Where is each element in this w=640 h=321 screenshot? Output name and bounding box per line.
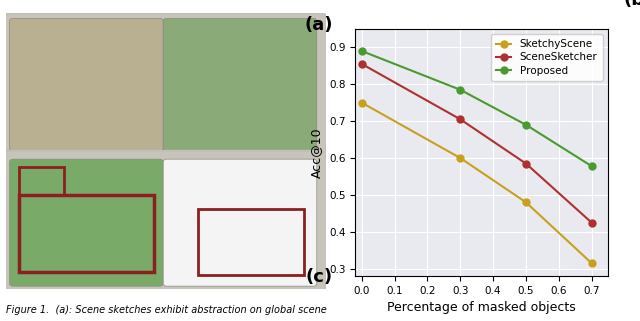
Proposed <box>456 88 464 92</box>
SceneSketcher <box>456 117 464 121</box>
FancyBboxPatch shape <box>3 13 326 156</box>
SketchyScene <box>358 101 365 105</box>
Legend: SketchyScene, SceneSketcher, Proposed: SketchyScene, SceneSketcher, Proposed <box>491 34 603 81</box>
SceneSketcher <box>358 62 365 66</box>
SceneSketcher <box>588 221 595 224</box>
Proposed <box>522 123 530 127</box>
FancyBboxPatch shape <box>163 18 317 151</box>
SketchyScene <box>522 200 530 204</box>
Proposed <box>358 49 365 53</box>
Y-axis label: Acc@10: Acc@10 <box>310 127 323 178</box>
Line: Proposed: Proposed <box>358 48 595 169</box>
FancyBboxPatch shape <box>10 159 163 286</box>
FancyBboxPatch shape <box>10 18 163 151</box>
SketchyScene <box>588 261 595 265</box>
Text: (a): (a) <box>304 16 333 34</box>
Proposed <box>588 164 595 168</box>
X-axis label: Percentage of masked objects: Percentage of masked objects <box>387 301 576 314</box>
FancyBboxPatch shape <box>163 159 317 286</box>
SceneSketcher <box>522 161 530 165</box>
Line: SketchyScene: SketchyScene <box>358 99 595 267</box>
SketchyScene <box>456 156 464 160</box>
Text: (b): (b) <box>623 0 640 9</box>
Line: SceneSketcher: SceneSketcher <box>358 60 595 226</box>
FancyBboxPatch shape <box>3 151 326 292</box>
Text: (c): (c) <box>306 268 333 286</box>
Text: Figure 1.  (a): Scene sketches exhibit abstraction on global scene: Figure 1. (a): Scene sketches exhibit ab… <box>6 305 327 315</box>
